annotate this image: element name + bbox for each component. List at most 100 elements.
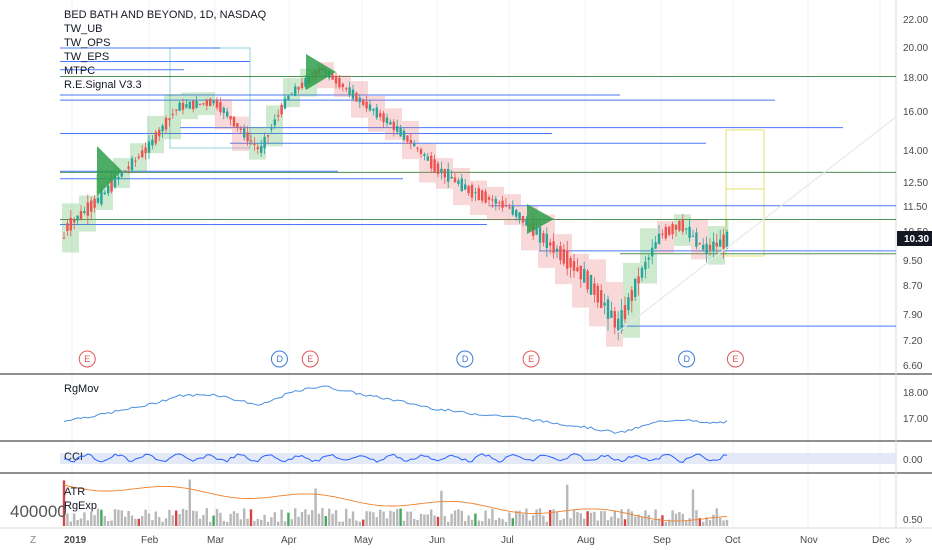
cci-pane[interactable]: CCI 0.00 bbox=[60, 451, 923, 466]
volume-bar bbox=[399, 508, 402, 526]
time-tick: Feb bbox=[141, 535, 159, 546]
volume-bar bbox=[552, 509, 555, 526]
event-circle[interactable] bbox=[726, 350, 744, 368]
volume-bar bbox=[348, 518, 351, 526]
candle-body bbox=[158, 129, 161, 137]
volume-bar bbox=[538, 508, 542, 526]
candle-body bbox=[185, 104, 188, 108]
scroll-right-icon[interactable]: » bbox=[905, 532, 912, 547]
candle-body bbox=[681, 219, 684, 232]
candle-body bbox=[154, 132, 157, 144]
candle-body bbox=[283, 98, 287, 109]
candle-body bbox=[100, 190, 103, 205]
event-circle[interactable] bbox=[522, 350, 540, 368]
candle-body bbox=[630, 290, 633, 301]
candle-body bbox=[579, 265, 582, 280]
candle-body bbox=[576, 267, 579, 272]
volume-bar bbox=[311, 510, 314, 526]
legend-item[interactable]: TW_OPS bbox=[64, 37, 110, 49]
candle-body bbox=[583, 268, 586, 283]
candle-body bbox=[62, 237, 66, 239]
volume-bar bbox=[712, 514, 715, 526]
event-circle[interactable] bbox=[78, 350, 96, 368]
volume-bar bbox=[134, 518, 137, 526]
volume-bar bbox=[154, 511, 157, 526]
volume-bar bbox=[406, 511, 409, 526]
volume-bar bbox=[396, 509, 399, 526]
legend-item[interactable]: R.E.Signal V3.3 bbox=[64, 79, 142, 91]
volume-bar bbox=[270, 517, 273, 526]
volume-bar bbox=[239, 519, 242, 526]
candle-body bbox=[198, 103, 202, 105]
event-circle[interactable] bbox=[678, 350, 696, 368]
candle-body bbox=[358, 97, 361, 103]
event-circle[interactable] bbox=[456, 350, 474, 368]
event-circle[interactable] bbox=[270, 350, 288, 368]
candle-body bbox=[362, 100, 365, 105]
timezone-z[interactable]: Z bbox=[30, 535, 36, 546]
volume-bar bbox=[678, 512, 681, 526]
trend-line[interactable] bbox=[617, 116, 897, 333]
volume-bar bbox=[86, 520, 89, 526]
volume-bar bbox=[664, 521, 667, 526]
rgmov-pane[interactable]: RgMov 18.00 17.00 bbox=[63, 383, 928, 434]
volume-bar bbox=[630, 511, 633, 526]
legend-item[interactable]: TW_UB bbox=[64, 23, 103, 35]
candle-body bbox=[379, 113, 382, 117]
volume-bar bbox=[719, 518, 722, 526]
candle-body bbox=[212, 100, 215, 104]
volume-bar bbox=[192, 510, 195, 526]
candle-body bbox=[674, 224, 678, 230]
candle-body bbox=[365, 101, 368, 109]
candle-body bbox=[124, 170, 127, 172]
candle-body bbox=[545, 233, 548, 249]
price-tick: 8.70 bbox=[903, 281, 923, 292]
candle-body bbox=[436, 163, 440, 174]
volume-bar bbox=[528, 520, 531, 526]
volume-bar bbox=[334, 510, 338, 526]
candle-body bbox=[375, 107, 378, 118]
volume-bar bbox=[93, 515, 96, 526]
signal-triangle-jul bbox=[527, 204, 554, 234]
volume-bar bbox=[610, 516, 613, 526]
candle-body bbox=[416, 147, 419, 149]
candle-body bbox=[569, 258, 572, 268]
event-circle[interactable] bbox=[301, 350, 319, 368]
volume-bar bbox=[691, 489, 695, 526]
volume-bar bbox=[120, 510, 123, 526]
candle-body bbox=[443, 168, 446, 178]
volume-bar bbox=[688, 518, 691, 526]
candle-body bbox=[297, 87, 300, 90]
candle-body bbox=[644, 261, 647, 270]
volume-bar bbox=[243, 508, 246, 526]
volume-bar bbox=[151, 520, 154, 526]
atr-pane[interactable]: ATR RgExp 400000 0.50 bbox=[10, 479, 923, 526]
legend-item[interactable]: TW_EPS bbox=[64, 51, 109, 63]
volume-bar bbox=[117, 509, 120, 526]
volume-bar bbox=[498, 517, 501, 526]
candle-body bbox=[372, 108, 375, 111]
volume-bar bbox=[226, 521, 229, 526]
candle-body bbox=[555, 248, 559, 252]
candle-body bbox=[202, 103, 205, 105]
volume-bar bbox=[566, 484, 569, 526]
candle-body bbox=[481, 190, 484, 201]
candle-body bbox=[120, 172, 123, 177]
candle-body bbox=[178, 102, 181, 111]
candle-body bbox=[712, 241, 715, 251]
candle-body bbox=[484, 191, 487, 203]
candle-body bbox=[341, 83, 344, 88]
candle-body bbox=[457, 180, 460, 184]
candle-body bbox=[688, 226, 691, 238]
candle-body bbox=[542, 233, 545, 243]
volume-bar bbox=[236, 513, 239, 526]
candle-body bbox=[647, 257, 650, 260]
volume-bar bbox=[283, 521, 287, 526]
legend: BED BATH AND BEYOND, 1D, NASDAQ TW_UB TW… bbox=[64, 9, 267, 91]
candle-body bbox=[511, 206, 514, 215]
legend-item[interactable]: MTPC bbox=[64, 65, 95, 77]
candle-body bbox=[671, 223, 674, 235]
atr-title: ATR bbox=[64, 486, 85, 498]
volume-bar bbox=[304, 509, 307, 526]
volume-bar bbox=[453, 510, 457, 526]
